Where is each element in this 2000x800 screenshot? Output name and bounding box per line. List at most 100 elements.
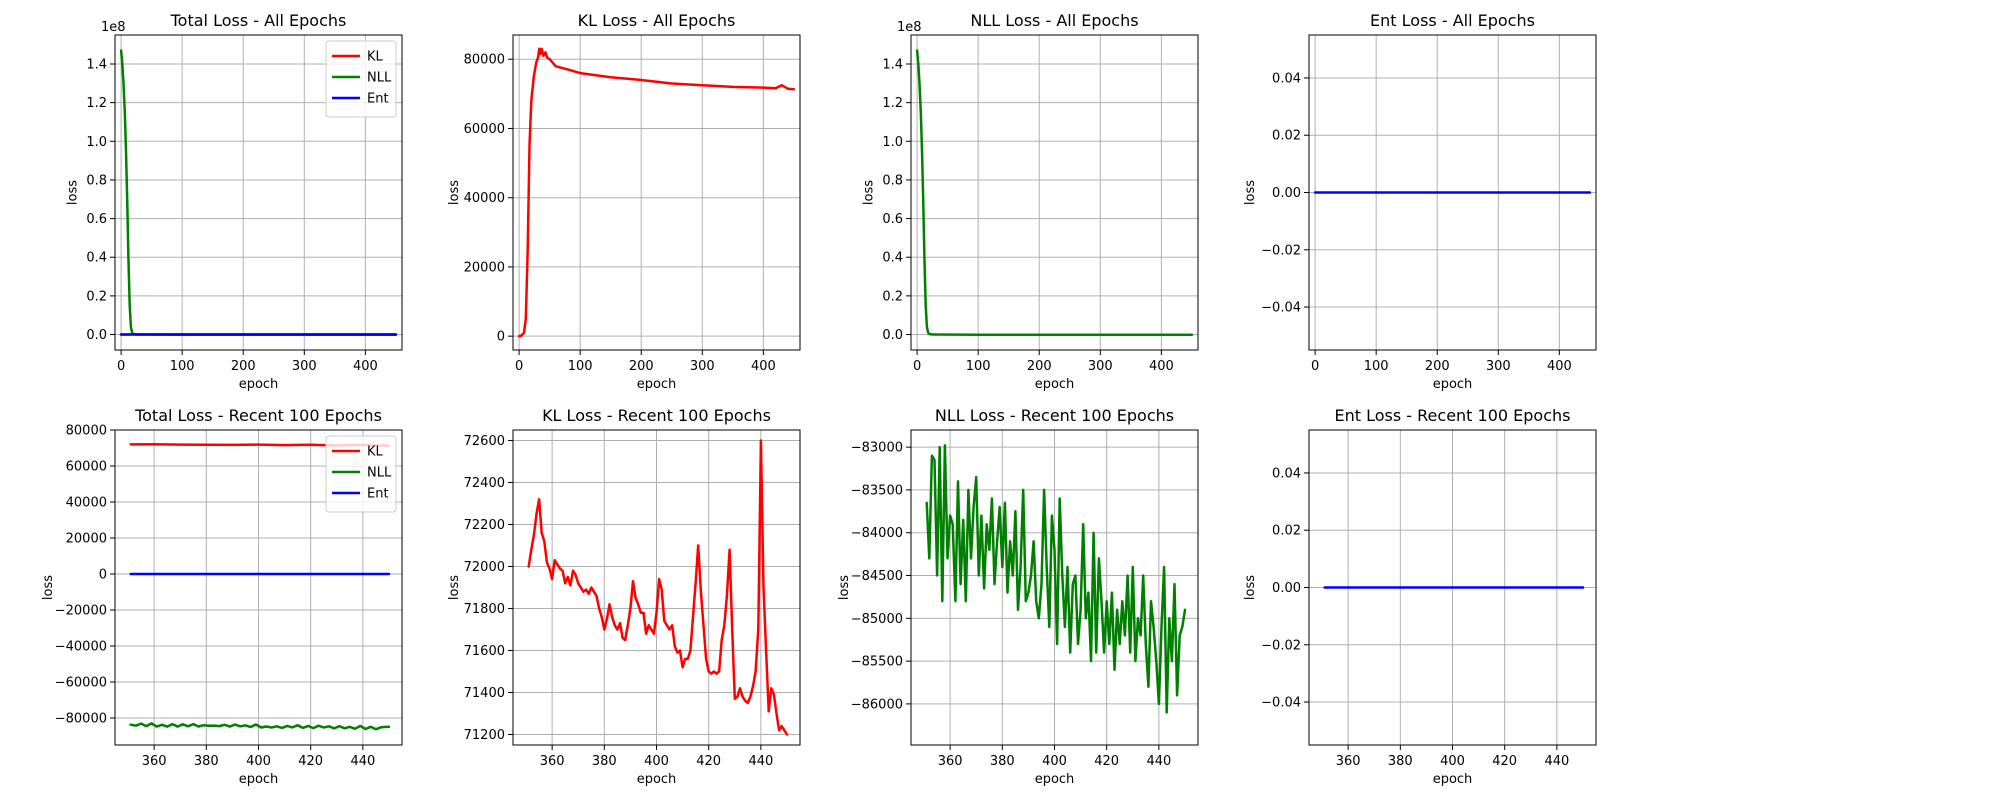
x-axis-label: epoch (637, 377, 677, 392)
x-axis-label: epoch (1035, 377, 1075, 392)
y-tick-label: 72200 (464, 518, 505, 533)
y-tick-label: −80000 (55, 712, 107, 727)
y-tick-label: 0.2 (882, 289, 903, 304)
chart-title: Ent Loss - All Epochs (1370, 11, 1535, 30)
x-tick-label: 200 (1027, 359, 1052, 374)
y-tick-label: 1.0 (882, 135, 903, 150)
x-axis-label: epoch (239, 377, 279, 392)
y-axis-label: loss (1243, 180, 1258, 205)
axes-frame (1308, 429, 1597, 746)
chart-panel-8: 360 380 400 420 440 −0.04 −0.02 0.00 0.02 0.04 Ent… (1243, 406, 1597, 787)
y-tick-label: −0.04 (1261, 301, 1301, 316)
axes-frame (1308, 34, 1597, 351)
x-tick-label: 0 (913, 359, 921, 374)
y-axis-label: loss (447, 575, 462, 600)
chart-panel-2: 0 100 200 300 400 0 20000 40000 60000 80000 KL Los… (447, 11, 801, 392)
y-tick-label: 1.4 (86, 57, 107, 72)
x-tick-label: 300 (1486, 359, 1511, 374)
legend-label-ent: Ent (367, 92, 389, 107)
x-tick-label: 400 (1547, 359, 1572, 374)
y-tick-label: 0.8 (86, 173, 107, 188)
y-tick-label: 0.00 (1272, 581, 1301, 596)
x-axis-label: epoch (637, 772, 677, 787)
x-tick-label: 380 (194, 754, 219, 769)
y-tick-label: 20000 (464, 260, 505, 275)
x-tick-label: 400 (1042, 754, 1067, 769)
axes-frame (512, 34, 801, 351)
y-tick-label: −0.04 (1261, 696, 1301, 711)
y-tick-label: −0.02 (1261, 638, 1301, 653)
y-tick-label: 0.8 (882, 173, 903, 188)
x-tick-label: 360 (1336, 754, 1361, 769)
x-axis-label: epoch (1433, 772, 1473, 787)
y-tick-label: 80000 (66, 424, 107, 439)
x-tick-label: 360 (142, 754, 167, 769)
y-tick-label: 60000 (464, 122, 505, 137)
y-tick-label: 0.0 (86, 328, 107, 343)
chart-panel-7: 360 380 400 420 440 −86000 −85500 −85000 −84500 −… (837, 406, 1199, 787)
y-tick-label: 0.4 (86, 251, 107, 266)
y-tick-label: 1.4 (882, 57, 903, 72)
chart-title: NLL Loss - All Epochs (970, 11, 1138, 30)
y-tick-label: 0.04 (1272, 71, 1301, 86)
y-tick-label: 1.2 (882, 96, 903, 111)
x-tick-label: 200 (231, 359, 256, 374)
axes-frame (114, 34, 403, 351)
series-line-nll (129, 722, 391, 731)
y-tick-label: 0.6 (882, 212, 903, 227)
x-tick-label: 400 (353, 359, 378, 374)
x-tick-label: 440 (748, 754, 773, 769)
legend-label-ent: Ent (367, 487, 389, 502)
y-tick-label: 0.0 (882, 328, 903, 343)
y-tick-label: −86000 (851, 697, 903, 712)
x-tick-label: 360 (540, 754, 565, 769)
chart-title: KL Loss - All Epochs (578, 11, 736, 30)
y-tick-label: 20000 (66, 532, 107, 547)
y-tick-label: 0.6 (86, 212, 107, 227)
y-tick-label: 80000 (464, 53, 505, 68)
y-tick-label: 0.02 (1272, 129, 1301, 144)
axes-frame (910, 34, 1199, 351)
chart-title: NLL Loss - Recent 100 Epochs (935, 406, 1174, 425)
x-tick-label: 400 (644, 754, 669, 769)
x-tick-label: 440 (350, 754, 375, 769)
y-axis-label: loss (65, 180, 80, 205)
x-tick-label: 380 (592, 754, 617, 769)
legend-label-nll: NLL (367, 71, 392, 86)
y-tick-label: 60000 (66, 460, 107, 475)
x-tick-label: 420 (1492, 754, 1517, 769)
x-tick-label: 420 (298, 754, 323, 769)
y-tick-label: 1.2 (86, 96, 107, 111)
chart-panel-6: 360 380 400 420 440 71200 71400 71600 71800 72000… (447, 406, 801, 787)
y-tick-label: −0.02 (1261, 243, 1301, 258)
chart-title: Ent Loss - Recent 100 Epochs (1335, 406, 1571, 425)
chart-panel-4: 0 100 200 300 400 −0.04 −0.02 0.00 0.02 0.04 Ent L… (1243, 11, 1597, 392)
y-tick-label: 72000 (464, 560, 505, 575)
y-tick-label: 40000 (464, 191, 505, 206)
y-tick-label: 0.00 (1272, 186, 1301, 201)
y-tick-label: −83500 (851, 483, 903, 498)
series-line-kl (527, 439, 789, 736)
x-tick-label: 0 (117, 359, 125, 374)
y-tick-label: 0.2 (86, 289, 107, 304)
x-tick-label: 400 (1440, 754, 1465, 769)
plot-area (911, 35, 1198, 350)
x-tick-label: 200 (629, 359, 654, 374)
x-tick-label: 100 (170, 359, 195, 374)
y-tick-label: 1.0 (86, 135, 107, 150)
axis-offset-text: 1e8 (897, 20, 922, 35)
series-line-nll (925, 444, 1187, 714)
axes-frame (114, 429, 403, 746)
legend-label-kl: KL (367, 50, 384, 65)
legend: KL NLL Ent (325, 40, 397, 118)
y-tick-label: 71600 (464, 644, 505, 659)
y-tick-label: −84000 (851, 526, 903, 541)
axes-frame (910, 429, 1199, 746)
chart-panel-5: 360 380 400 420 440 −80000 −60000 −40000 −20000 0… (41, 406, 403, 787)
axis-offset-text: 1e8 (101, 20, 126, 35)
x-axis-label: epoch (1035, 772, 1075, 787)
x-tick-label: 380 (990, 754, 1015, 769)
x-tick-label: 440 (1146, 754, 1171, 769)
y-tick-label: −85500 (851, 655, 903, 670)
